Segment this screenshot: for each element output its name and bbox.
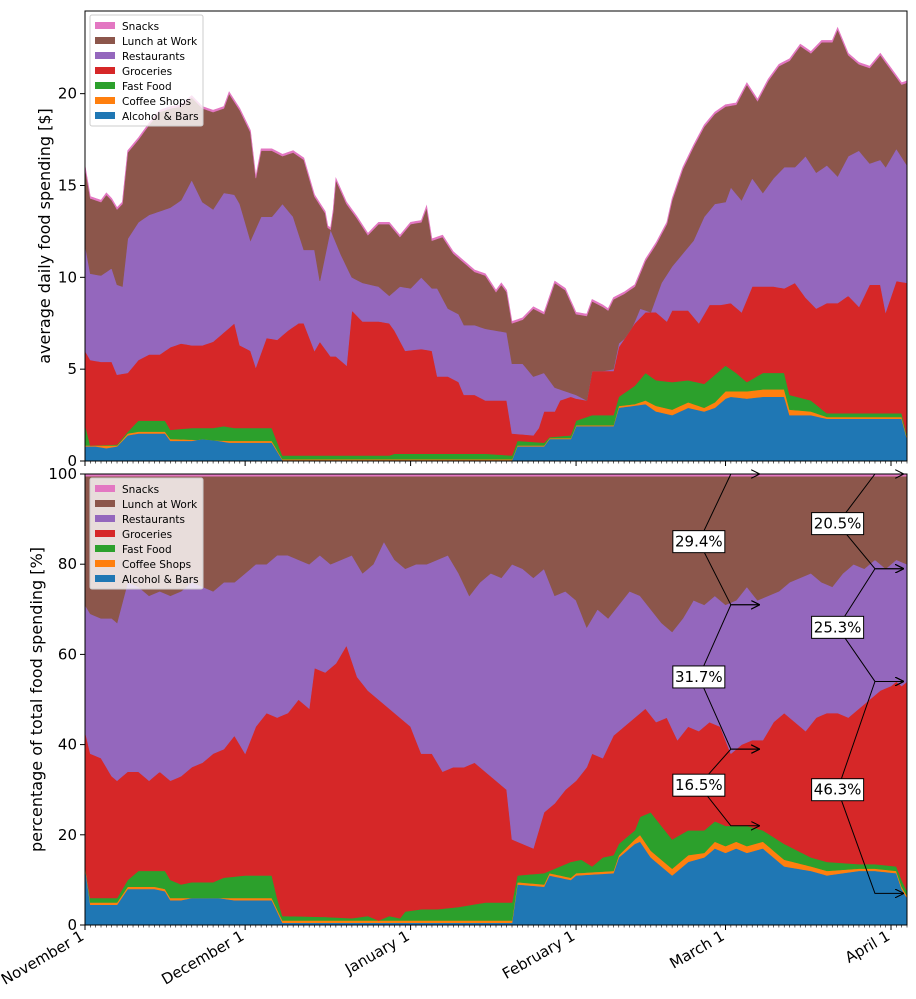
top-y-tick-label: 10 — [58, 268, 77, 286]
annotation-arrow — [698, 474, 759, 542]
bottom-x-tick-label: February 1 — [499, 927, 578, 983]
annotation-arrow — [837, 474, 903, 524]
bottom-legend: Snacks Lunch at Work Restaurants Groceries F… — [89, 477, 204, 590]
bottom-y-tick-label: 20 — [58, 826, 77, 844]
annotation-label: 20.5% — [814, 515, 862, 533]
legend-label: Fast Food — [122, 544, 172, 556]
legend-box — [89, 14, 204, 127]
legend-swatch — [95, 500, 115, 507]
legend-swatch — [95, 545, 115, 552]
legend-swatch — [95, 485, 115, 492]
annotation-arrow — [698, 605, 759, 678]
annotation-label: 16.5% — [675, 776, 723, 794]
legend-label: Lunch at Work — [122, 499, 198, 511]
annotation-box — [672, 665, 726, 689]
top-y-tick-label: 20 — [58, 85, 77, 103]
top-y-tick-label: 15 — [58, 176, 77, 194]
bottom-x-tick-label: January 1 — [341, 927, 413, 979]
annotation-box — [672, 530, 726, 554]
legend-swatch — [95, 67, 115, 74]
legend-label: Alcohol & Bars — [122, 111, 199, 123]
legend-swatch — [95, 530, 115, 537]
legend-label: Snacks — [122, 484, 159, 496]
top-y-tick-label: 0 — [67, 452, 77, 470]
legend-label: Groceries — [122, 529, 172, 541]
top-y-tick-label: 5 — [67, 360, 77, 378]
top-stacked-areas — [84, 26, 908, 462]
bottom-x-ticks: November 1 December 1 January 1 February 1 M… — [0, 925, 908, 989]
legend-swatch — [95, 97, 115, 104]
legend-swatch — [95, 575, 115, 582]
annotation-label: 25.3% — [814, 618, 862, 636]
top-x-ticks — [84, 461, 908, 466]
legend-label: Lunch at Work — [122, 36, 198, 48]
annotation-box — [672, 773, 726, 797]
legend-label: Alcohol & Bars — [122, 574, 199, 586]
legend-swatch — [95, 22, 115, 29]
annotation-arrow — [837, 789, 903, 894]
legend-swatch — [95, 560, 115, 567]
bottom-y-tick-label: 40 — [58, 736, 77, 754]
legend-label: Restaurants — [122, 514, 185, 526]
annotation-box — [811, 512, 865, 536]
annotation-arrow — [837, 681, 903, 790]
top-y-axis-label: average daily food spending [$] — [35, 108, 54, 364]
annotation-label: 31.7% — [675, 668, 723, 686]
legend-box — [89, 477, 204, 590]
bottom-x-tick-label: April 1 — [842, 927, 893, 967]
bottom-x-tick-label: November 1 — [0, 927, 87, 989]
annotation-arrow — [698, 749, 759, 786]
legend-swatch — [95, 82, 115, 89]
annotation-label: 46.3% — [814, 781, 862, 799]
legend-swatch — [95, 52, 115, 59]
legend-swatch — [95, 112, 115, 119]
bottom-annotations: 29.4% 31.7% 16.5% 20.5% 25.3% 46.3% — [672, 474, 903, 894]
legend-label: Groceries — [122, 66, 172, 78]
annotation-box — [811, 615, 865, 639]
annotation-arrow — [698, 784, 759, 826]
legend-label: Restaurants — [122, 51, 185, 63]
bottom-y-tick-label: 0 — [67, 916, 77, 934]
legend-swatch — [95, 37, 115, 44]
bottom-y-axis-label: percentage of total food spending [%] — [27, 547, 46, 852]
annotation-arrow — [837, 569, 903, 628]
annotation-label: 29.4% — [675, 533, 723, 551]
bottom-y-ticks: 0 20 40 60 80 100 — [48, 465, 85, 934]
bottom-y-tick-label: 60 — [58, 645, 77, 663]
legend-label: Coffee Shops — [122, 96, 191, 108]
bottom-y-tick-label: 80 — [58, 555, 77, 573]
bottom-stacked-areas — [84, 473, 908, 926]
legend-label: Fast Food — [122, 81, 172, 93]
bottom-x-tick-label: December 1 — [158, 927, 247, 989]
top-legend: Snacks Lunch at Work Restaurants Groceries F… — [89, 14, 204, 127]
annotation-box — [811, 778, 865, 802]
top-y-ticks: 0 5 10 15 20 — [58, 85, 85, 470]
bottom-y-tick-label: 100 — [48, 465, 77, 483]
top-chart-panel: 0 5 10 15 20 average daily food spending [$]… — [35, 10, 908, 470]
legend-label: Coffee Shops — [122, 559, 191, 571]
bottom-chart-panel: 0 20 40 60 80 100 November 1 December 1 January… — [0, 465, 908, 989]
bottom-x-tick-label: March 1 — [667, 927, 728, 973]
legend-swatch — [95, 515, 115, 522]
legend-label: Snacks — [122, 21, 159, 33]
